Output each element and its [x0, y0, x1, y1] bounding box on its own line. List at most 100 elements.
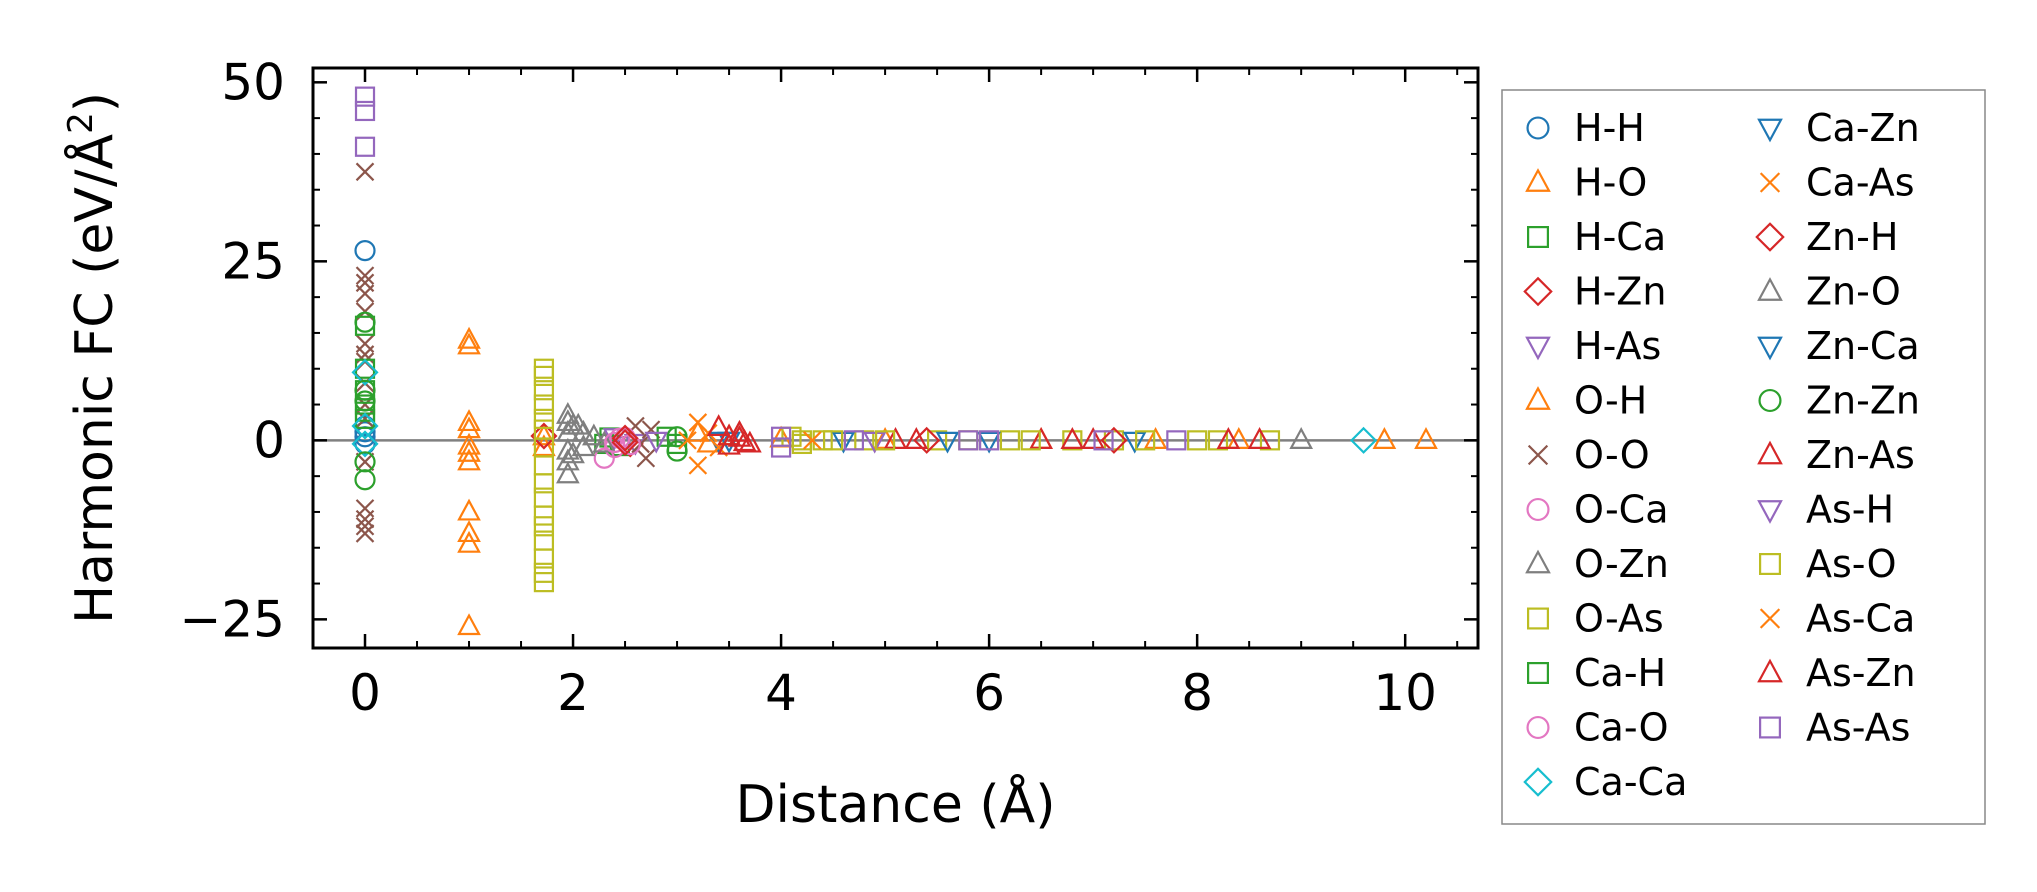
series-ca-h [354, 315, 688, 455]
data-point-h-o [457, 432, 481, 455]
legend-label-zn-zn: Zn-Zn [1806, 379, 1920, 423]
legend-marker-ca-zn [1757, 118, 1783, 143]
legend-label-zn-as: Zn-As [1806, 433, 1915, 477]
data-point-as-o [791, 433, 812, 455]
data-point-o-as [533, 408, 555, 429]
legend-label-h-ca: H-Ca [1574, 215, 1666, 259]
data-point-zn-h [1100, 426, 1128, 454]
legend-entry-o-ca: O-Ca [1526, 488, 1669, 532]
legend-entry-as-as: As-As [1758, 706, 1910, 750]
legend-label-as-ca: As-Ca [1806, 597, 1915, 641]
series-ca-ca [351, 358, 1378, 458]
data-point-zn-as [1247, 427, 1272, 449]
data-point-o-zn [1289, 427, 1314, 449]
series-h-o [457, 326, 556, 636]
legend-marker-as-h [1757, 500, 1783, 524]
legend-marker-ca-o [1526, 715, 1550, 740]
legend-marker-zn-ca [1757, 336, 1783, 361]
data-point-o-o [355, 524, 375, 543]
y-tick-label: −25 [179, 590, 285, 648]
data-point-o-as [533, 394, 555, 415]
legend: H-H H-O H-Ca H-Zn H-As O-H O-O O-Ca O-Zn O-As Ca-H… [1501, 89, 1986, 825]
y-tick-label: 25 [221, 232, 285, 290]
legend-entry-o-o: O-O [1527, 433, 1650, 477]
legend-entry-h-ca: H-Ca [1526, 215, 1666, 259]
series-o-o [355, 162, 661, 543]
legend-label-as-zn: As-Zn [1806, 651, 1916, 695]
legend-label-ca-o: Ca-O [1574, 706, 1669, 750]
data-point-o-zn [571, 434, 596, 457]
legend-label-h-o: H-O [1574, 161, 1647, 205]
data-point-zn-as [1029, 427, 1053, 449]
data-point-as-as [843, 430, 864, 451]
legend-marker-zn-h [1755, 222, 1785, 252]
data-point-o-o [355, 284, 375, 303]
legend-label-ca-ca: Ca-Ca [1574, 760, 1687, 804]
legend-marker-ca-ca [1523, 767, 1553, 797]
data-point-zn-as [738, 430, 762, 453]
axes: 0 2 4 6 8 10 50 25 0 −25 Distance (Å) Harmonic FC (… [61, 53, 1480, 835]
y-tick-label: 50 [221, 53, 285, 111]
legend-entry-as-ca: As-Ca [1759, 597, 1915, 641]
data-point-o-as [533, 380, 555, 401]
data-point-as-as [1093, 430, 1114, 451]
series-zn-h [611, 424, 1128, 457]
data-point-as-o [1135, 430, 1156, 451]
data-point-o-as [533, 572, 555, 593]
data-point-as-as [354, 100, 376, 122]
data-point-as-o [1020, 430, 1041, 451]
data-point-zn-as [1081, 427, 1105, 449]
data-point-o-zn [555, 409, 580, 432]
series-as-o [781, 426, 1229, 455]
data-point-as-as [958, 430, 979, 451]
y-axis-title: Harmonic FC (eV/Å2) [61, 92, 125, 624]
legend-label-as-h: As-H [1806, 488, 1894, 532]
legend-marker-as-zn [1757, 658, 1783, 683]
legend-label-zn-ca: Zn-Ca [1806, 324, 1920, 368]
series-o-as [533, 358, 1281, 593]
data-point-h-h [354, 421, 376, 443]
data-point-as-h [862, 431, 887, 454]
legend-marker-ca-as [1759, 172, 1781, 193]
data-point-h-o [457, 409, 481, 432]
data-point-zn-zn [354, 379, 376, 401]
data-point-as-h [644, 431, 669, 454]
data-point-ca-ca [1350, 426, 1378, 454]
data-point-h-o [457, 326, 481, 349]
legend-label-o-o: O-O [1574, 433, 1650, 477]
y-axis-title-close: ) [65, 92, 125, 112]
data-point-ca-o [614, 426, 636, 449]
legend-label-as-o: As-O [1806, 542, 1896, 586]
legend-entry-ca-h: Ca-H [1526, 651, 1666, 695]
data-point-o-as [1187, 430, 1208, 451]
legend-entry-o-h: O-H [1525, 379, 1647, 423]
series-zn-o [561, 412, 585, 464]
data-point-as-as [770, 437, 792, 458]
legend-marker-ca-h [1526, 661, 1549, 684]
data-point-as-o [874, 430, 896, 451]
legend-entry-h-zn: H-Zn [1523, 270, 1666, 314]
data-point-ca-ca [351, 430, 379, 458]
data-point-as-o [822, 430, 844, 451]
data-point-h-o [457, 613, 481, 636]
data-point-zn-zn [354, 390, 376, 412]
data-point-o-as [533, 505, 555, 526]
y-axis-title-superscript: 2 [61, 112, 101, 134]
legend-label-h-zn: H-Zn [1574, 270, 1666, 314]
data-point-o-zn [571, 419, 596, 442]
series-as-zn [727, 424, 1241, 452]
data-points [351, 86, 1438, 636]
series-as-as [354, 86, 1187, 458]
data-point-o-zn [555, 437, 580, 460]
legend-marker-h-o [1525, 168, 1551, 192]
data-point-zn-h [611, 424, 639, 452]
legend-label-h-h: H-H [1574, 106, 1645, 150]
data-point-o-as [1259, 430, 1281, 451]
data-point-as-o [1207, 430, 1229, 451]
legend-entry-zn-zn: Zn-Zn [1758, 379, 1920, 423]
data-point-zn-as [883, 427, 908, 449]
data-point-h-o [457, 439, 481, 462]
data-point-h-o [457, 530, 481, 553]
data-point-as-zn [732, 429, 757, 452]
legend-entry-as-zn: As-Zn [1757, 651, 1916, 695]
